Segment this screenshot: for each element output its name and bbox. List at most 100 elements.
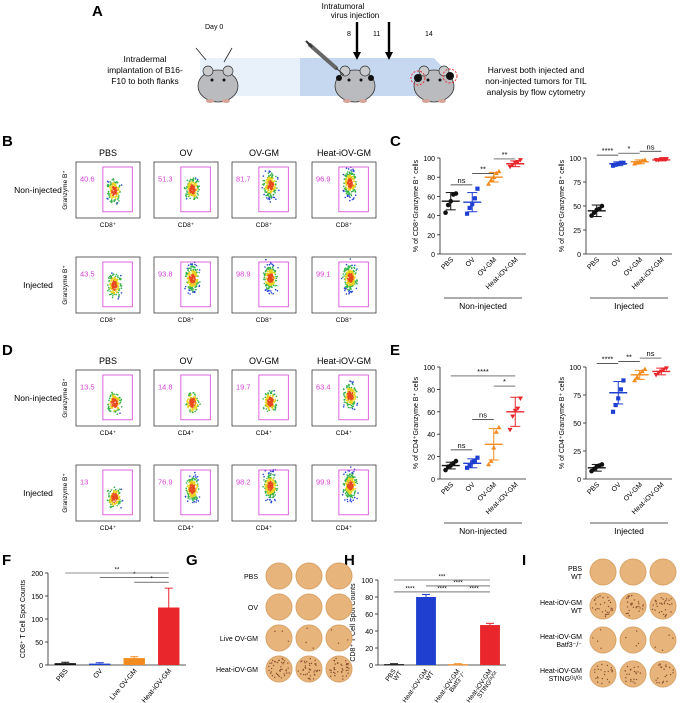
flow-event-dot xyxy=(196,281,198,283)
flow-event-dot xyxy=(264,191,267,193)
flow-event-dot xyxy=(264,270,267,273)
flow-event-dot xyxy=(349,274,351,277)
flow-event-dot xyxy=(192,396,195,398)
flow-event-dot xyxy=(275,183,277,186)
flow-event-dot xyxy=(343,275,345,277)
flow-event-dot xyxy=(188,486,191,488)
chart-e-noninjected: 0 20 40 60 80 100% of CD4⁺Granzyme B⁺ cells PB… xyxy=(413,365,526,536)
elispot-spot xyxy=(305,674,307,676)
y-tick-label: 40 xyxy=(365,629,373,636)
elispot-spot xyxy=(627,597,629,599)
elispot-spot xyxy=(306,661,308,663)
flow-event-dot xyxy=(266,278,268,280)
x-tick-label: PBS xyxy=(55,668,70,683)
flow-event-dot xyxy=(194,395,196,398)
flow-event-dot xyxy=(190,398,193,401)
flow-event-dot xyxy=(187,187,190,189)
flow-event-dot xyxy=(112,491,115,493)
flow-event-dot xyxy=(112,186,114,189)
flow-event-dot xyxy=(107,489,109,492)
flow-event-dot xyxy=(192,406,194,408)
flow-event-dot xyxy=(112,192,114,194)
flow-event-dot xyxy=(188,393,190,396)
flow-event-dot xyxy=(114,278,117,280)
flow-event-dot xyxy=(342,490,345,492)
data-point xyxy=(510,162,516,168)
flow-event-dot xyxy=(270,500,273,503)
flow-event-dot xyxy=(351,267,353,269)
flow-event-dot xyxy=(185,489,188,492)
elispot-spot xyxy=(658,682,660,684)
flow-event-dot xyxy=(265,490,267,493)
x-tick-label: PBS xyxy=(440,481,455,496)
elispot-spot xyxy=(663,603,666,605)
flow-event-dot xyxy=(346,480,349,483)
flow-event-dot xyxy=(270,284,272,287)
flow-event-dot xyxy=(350,193,352,195)
flow-event-dot xyxy=(346,401,349,404)
flow-gate-box xyxy=(180,374,211,421)
flow-event-dot xyxy=(111,200,113,203)
flow-event-dot xyxy=(341,494,344,496)
flow-event-dot xyxy=(118,396,121,399)
flow-event-dot xyxy=(268,474,271,477)
flow-event-dot xyxy=(273,393,276,396)
flow-event-dot xyxy=(347,181,349,183)
elispot-spot xyxy=(665,664,667,666)
flow-event-dot xyxy=(194,188,197,191)
flow-event-dot xyxy=(113,193,115,196)
flow-event-dot xyxy=(354,194,357,196)
flow-event-dot xyxy=(354,476,356,478)
elispot-spot xyxy=(594,599,596,601)
flow-event-dot xyxy=(342,489,345,491)
flow-event-dot xyxy=(187,264,190,267)
flow-event-dot xyxy=(194,405,196,408)
flow-event-dot xyxy=(275,180,277,183)
elispot-spot xyxy=(601,611,604,613)
flow-event-dot xyxy=(190,484,193,487)
flow-event-dot xyxy=(346,489,349,491)
flow-event-dot xyxy=(193,486,195,489)
elispot-spot xyxy=(625,636,627,639)
flow-event-dot xyxy=(187,484,189,487)
flow-event-dot xyxy=(194,496,196,499)
flow-event-dot xyxy=(347,183,350,185)
flow-event-dot xyxy=(274,488,277,490)
flow-event-dot xyxy=(114,279,116,282)
flow-event-dot xyxy=(196,186,199,189)
flow-x-axis-label: CD4⁺ xyxy=(178,430,195,437)
flow-event-dot xyxy=(270,392,273,395)
flow-event-dot xyxy=(349,287,352,290)
flow-gate-value: 51.3 xyxy=(158,175,173,184)
flow-event-dot xyxy=(196,178,199,181)
flow-event-dot xyxy=(190,267,192,270)
flow-event-dot xyxy=(352,273,355,276)
flow-event-dot xyxy=(190,263,192,266)
flow-event-dot xyxy=(274,279,277,282)
data-point xyxy=(464,211,470,216)
elispot-spot xyxy=(604,610,607,612)
flow-event-dot xyxy=(349,473,351,475)
flow-event-dot xyxy=(191,285,193,288)
flow-event-dot xyxy=(269,201,272,203)
elispot-spot xyxy=(639,607,641,609)
flow-event-dot xyxy=(273,405,275,407)
data-point xyxy=(632,377,638,383)
flow-event-dot xyxy=(119,412,121,415)
flow-event-dot xyxy=(120,398,123,401)
flow-event-dot xyxy=(265,479,267,482)
flow-event-dot xyxy=(265,481,267,484)
flow-event-dot xyxy=(265,197,268,199)
flow-event-dot xyxy=(348,398,350,401)
flow-event-dot xyxy=(265,181,267,184)
elispot-spot xyxy=(333,671,335,674)
flow-event-dot xyxy=(116,413,119,416)
flow-event-dot xyxy=(267,492,270,495)
data-point xyxy=(599,462,605,467)
elispot-well xyxy=(589,660,617,688)
flow-event-dot xyxy=(194,290,196,293)
elispot-spot xyxy=(275,672,278,675)
day14-label: 14 xyxy=(425,31,433,38)
